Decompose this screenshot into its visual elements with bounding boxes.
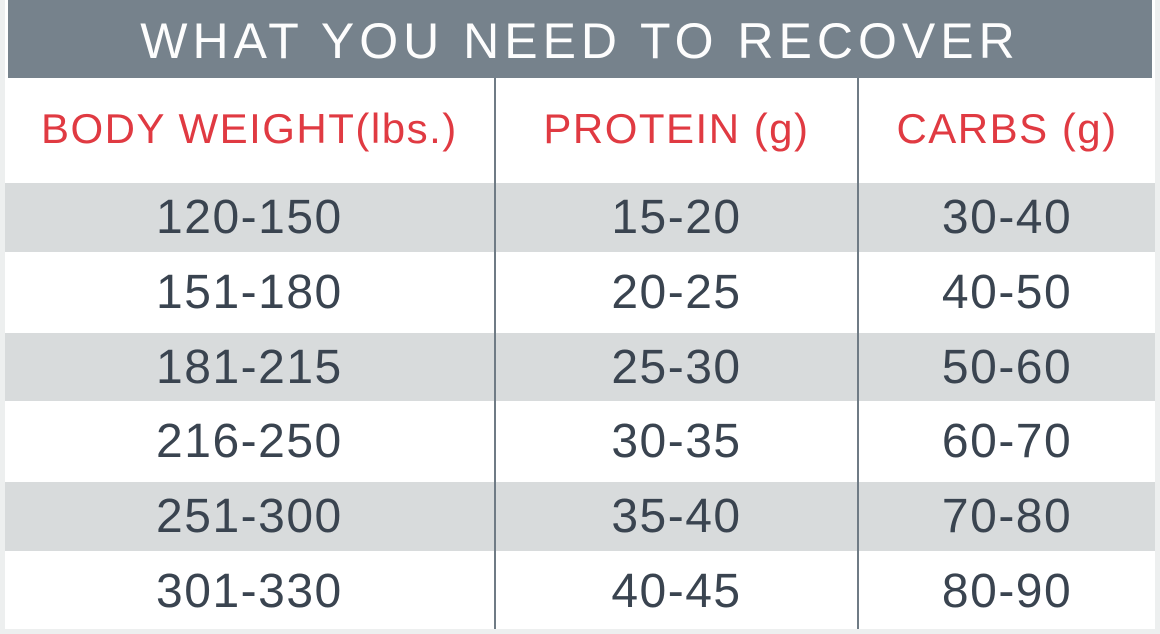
table-cell: 15-20	[493, 180, 858, 255]
cell-value: 30-40	[941, 190, 1073, 244]
header-cell-body-weight: BODY WEIGHT(lbs.)	[5, 78, 494, 180]
header-label-protein: PROTEIN (g)	[543, 105, 810, 152]
table-cell: 40-45	[493, 554, 857, 629]
header-label-carbs: CARBS (g)	[896, 105, 1118, 152]
cell-value: 181-215	[156, 340, 343, 394]
table-cell: 151-180	[5, 255, 494, 330]
table-row: 181-215 25-30 50-60	[5, 329, 1155, 405]
cell-value: 120-150	[156, 190, 343, 244]
table-row: 151-180 20-25 40-50	[5, 254, 1155, 330]
table-header-row: BODY WEIGHT(lbs.) PROTEIN (g) CARBS (g)	[5, 78, 1155, 180]
table-cell: 60-70	[857, 404, 1155, 480]
cell-value: 25-30	[611, 340, 742, 394]
cell-value: 216-250	[156, 415, 343, 469]
table-cell: 35-40	[493, 479, 858, 555]
table-cell: 50-60	[857, 329, 1155, 405]
table-cell: 25-30	[493, 329, 858, 405]
cell-value: 301-330	[156, 565, 343, 619]
header-cell-protein: PROTEIN (g)	[493, 78, 857, 180]
cell-value: 151-180	[156, 265, 343, 319]
cell-value: 30-35	[611, 415, 742, 469]
table-body: 120-150 15-20 30-40 151-180 20-25 40-50 181-21…	[5, 180, 1155, 629]
cell-value: 70-80	[941, 490, 1073, 544]
table-card: WHAT YOU NEED TO RECOVER BODY WEIGHT(lbs…	[5, 0, 1155, 629]
table-cell: 20-25	[493, 254, 857, 330]
cell-value: 40-50	[941, 265, 1073, 319]
header-label-body-weight: BODY WEIGHT(lbs.)	[41, 105, 458, 152]
table-cell: 80-90	[857, 554, 1155, 629]
cell-value: 40-45	[611, 565, 742, 619]
cell-value: 251-300	[156, 490, 343, 544]
table-row: 301-330 40-45 80-90	[5, 554, 1155, 629]
cell-value: 20-25	[611, 265, 742, 319]
cell-value: 60-70	[941, 415, 1073, 469]
table-cell: 120-150	[5, 180, 494, 255]
table-title-bar: WHAT YOU NEED TO RECOVER	[8, 0, 1152, 78]
header-cell-carbs: CARBS (g)	[857, 78, 1155, 180]
cell-value: 80-90	[941, 565, 1073, 619]
table-row: 251-300 35-40 70-80	[5, 479, 1155, 555]
table-cell: 181-215	[5, 329, 494, 405]
table-cell: 40-50	[857, 254, 1155, 330]
table-cell: 251-300	[5, 479, 494, 555]
table-cell: 216-250	[5, 404, 494, 479]
table-cell: 301-330	[5, 554, 494, 629]
table-row: 120-150 15-20 30-40	[5, 180, 1155, 255]
cell-value: 35-40	[611, 490, 742, 544]
table-title: WHAT YOU NEED TO RECOVER	[140, 13, 1020, 69]
cell-value: 50-60	[941, 340, 1073, 394]
table-cell: 70-80	[857, 479, 1155, 555]
table-cell: 30-35	[493, 404, 857, 480]
table-cell: 30-40	[857, 180, 1155, 255]
table-row: 216-250 30-35 60-70	[5, 404, 1155, 480]
cell-value: 15-20	[611, 190, 742, 244]
